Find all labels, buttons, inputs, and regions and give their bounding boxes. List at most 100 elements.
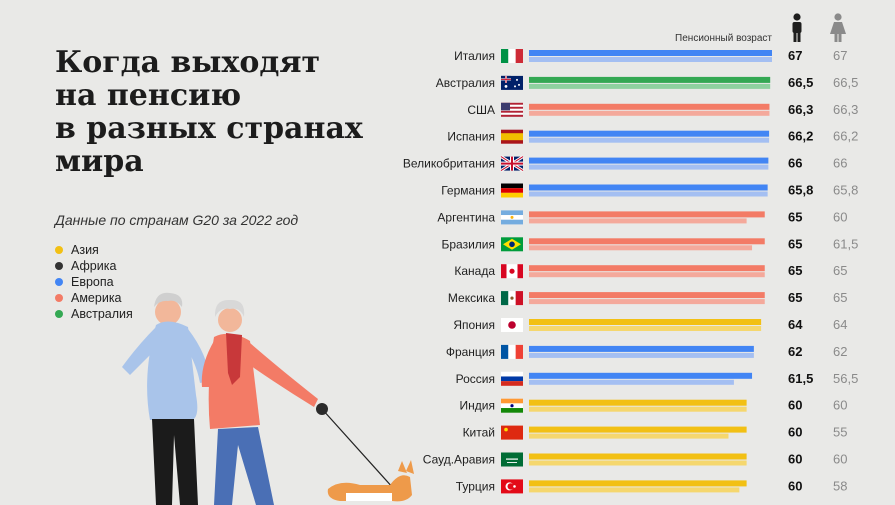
legend-label: Австралия: [71, 307, 133, 321]
bar-female: [529, 137, 770, 143]
female-value-label: 60: [833, 398, 847, 413]
bar-female: [529, 218, 747, 224]
page-title: Когда выходят на пенсию в разных странах…: [55, 46, 363, 178]
female-value-label: 66,2: [833, 129, 858, 144]
bar-male: [529, 211, 765, 218]
bar-female: [529, 57, 772, 62]
bar-male: [529, 50, 772, 56]
bar-male: [529, 480, 747, 487]
legend-item-america: Америка: [55, 290, 133, 306]
legend-label: Европа: [71, 275, 114, 289]
country-label: Россия: [456, 372, 495, 386]
title-line: на пенсию: [55, 78, 242, 113]
female-value-label: 62: [833, 344, 847, 359]
flag-uk-icon: [500, 155, 524, 172]
male-value-label: 65: [788, 290, 802, 305]
flag-saudi-arabia-icon: [501, 452, 523, 467]
female-value-label: 66,5: [833, 75, 858, 90]
flag-spain-icon: [501, 129, 523, 144]
female-value-label: 66: [833, 156, 847, 171]
chart-rows: Италия 67 67 Австралия 66,5 66,5 США 66,3 66,3 Ис…: [403, 48, 858, 494]
male-value-label: 67: [788, 48, 802, 63]
bar-male: [529, 238, 765, 245]
legend-label: Азия: [71, 243, 99, 257]
bar-female: [529, 352, 754, 358]
male-value-label: 65: [788, 263, 802, 278]
bar-male: [529, 399, 747, 406]
country-label: Германия: [441, 184, 495, 198]
flag-turkey-icon: [501, 479, 523, 494]
bar-male: [529, 453, 747, 460]
flag-australia-icon: [501, 75, 523, 90]
flag-mexico-icon: [501, 291, 523, 306]
country-label: Испания: [447, 130, 495, 144]
female-value-label: 56,5: [833, 371, 858, 386]
flag-brazil-icon: [501, 237, 523, 252]
male-value-label: 62: [788, 344, 802, 359]
female-value-label: 65: [833, 263, 847, 278]
country-label: Франция: [446, 345, 495, 359]
male-value-label: 60: [788, 398, 802, 413]
legend-dot-icon: [55, 262, 63, 270]
male-value-label: 66,3: [788, 102, 813, 117]
country-label: Мексика: [448, 291, 495, 305]
bar-female: [529, 460, 747, 466]
female-value-label: 65,8: [833, 183, 858, 198]
female-value-label: 65: [833, 290, 847, 305]
bar-male: [529, 130, 770, 137]
female-value-label: 66,3: [833, 102, 858, 117]
female-value-label: 64: [833, 317, 847, 332]
male-value-label: 60: [788, 452, 802, 467]
male-value-label: 64: [788, 317, 803, 332]
male-value-label: 61,5: [788, 371, 813, 386]
man-icon: [792, 13, 802, 42]
bar-male: [529, 319, 762, 325]
legend-dot-icon: [55, 278, 63, 286]
bar-male: [529, 76, 771, 83]
flag-argentina-icon: [501, 210, 523, 225]
country-label: Австралия: [436, 76, 495, 90]
bar-female: [529, 326, 762, 331]
female-value-label: 55: [833, 425, 847, 440]
legend-item-africa: Африка: [55, 258, 133, 274]
country-label: США: [467, 103, 495, 117]
country-label: Япония: [453, 318, 495, 332]
female-value-label: 60: [833, 452, 847, 467]
bar-female: [529, 164, 769, 170]
flag-france-icon: [501, 344, 523, 359]
title-line: в разных странах: [55, 111, 363, 146]
bar-male: [529, 345, 754, 352]
flag-germany-icon: [501, 183, 523, 198]
title-line: Когда выходят: [55, 45, 321, 80]
country-label: Великобритания: [403, 157, 495, 171]
flag-india-icon: [501, 398, 523, 413]
flag-japan-icon: [501, 318, 523, 332]
male-value-label: 60: [788, 425, 802, 440]
bar-female: [529, 299, 765, 305]
bar-male: [529, 157, 769, 164]
bar-male: [529, 103, 770, 110]
bar-female: [529, 433, 729, 439]
legend-dot-icon: [55, 294, 63, 302]
legend: Азия Африка Европа Америка Австралия: [55, 242, 133, 322]
female-value-label: 58: [833, 478, 847, 493]
bar-female: [529, 406, 747, 412]
header-label: Пенсионный возраст: [675, 33, 772, 44]
bar-female: [529, 110, 770, 116]
legend-label: Америка: [71, 291, 122, 305]
legend-label: Африка: [71, 259, 117, 273]
male-value-label: 60: [788, 478, 802, 493]
elderly-man-figure: [122, 292, 210, 505]
bar-male: [529, 184, 768, 191]
elderly-woman-figure: [201, 299, 318, 505]
legend-item-asia: Азия: [55, 242, 133, 258]
country-label: Индия: [460, 399, 495, 413]
female-value-label: 61,5: [833, 236, 858, 251]
legend-dot-icon: [55, 246, 63, 254]
female-value-label: 60: [833, 209, 847, 224]
bar-female: [529, 245, 753, 251]
legend-dot-icon: [55, 310, 63, 318]
country-label: Канада: [454, 264, 495, 278]
title-line: мира: [55, 144, 144, 179]
